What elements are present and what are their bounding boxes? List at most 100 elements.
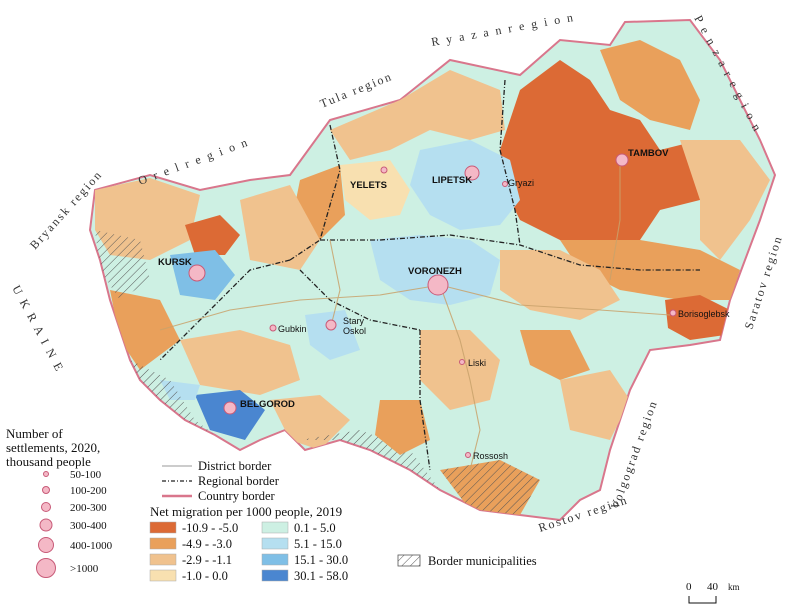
zone-kursk-border-hatch: [95, 230, 150, 300]
migration-swatch-7: [261, 553, 289, 566]
settlement-belgorod: [223, 401, 237, 415]
settlement-liski: [459, 359, 465, 365]
migration-label-3: -2.9 - -1.1: [182, 553, 232, 567]
label-ryazan: R y a z a n r e g i o n: [430, 10, 576, 49]
zone-stary-oskol: [305, 310, 360, 360]
size-label-3: 200-300: [70, 502, 107, 514]
size-symbol-1: [43, 471, 49, 477]
city-labels: TAMBOV LIPETSK YELETS Gryazi KURSK VORON…: [158, 148, 730, 461]
label-ukraine: U K R A I N E: [9, 283, 67, 375]
zone-borisoglebsk: [665, 295, 730, 340]
size-label-4: 300-400: [70, 520, 107, 532]
regional-border-label: Regional border: [198, 474, 280, 488]
migration-swatch-1: [149, 521, 177, 534]
size-label-1: 50-100: [70, 469, 102, 481]
label-orel: O r e l r e g i o n: [136, 135, 251, 188]
size-label-5: 400-1000: [70, 540, 113, 552]
zone-belgorod-north: [180, 330, 300, 395]
settlement-tambov: [615, 153, 629, 167]
settlement-rossosh: [465, 452, 471, 458]
migration-swatch-2: [149, 537, 177, 550]
legend-migration: Net migration per 1000 people, 2019 -10.…: [149, 504, 348, 583]
size-legend-title-2: settlements, 2020,: [6, 440, 100, 455]
legend-borders: District border Regional border Country …: [162, 459, 280, 503]
settlement-stary-oskol: [325, 319, 337, 331]
city-label-borisoglebsk: Borisoglebsk: [678, 309, 730, 319]
size-label-6: >1000: [70, 563, 99, 575]
migration-label-5: 0.1 - 5.0: [294, 521, 336, 535]
zone-tambov-east: [680, 140, 770, 260]
size-label-2: 100-200: [70, 485, 107, 497]
migration-swatch-8: [261, 569, 289, 582]
migration-label-2: -4.9 - -3.0: [182, 537, 232, 551]
zone-lipetsk-north: [330, 70, 505, 160]
zone-belgorod-border-hatch: [130, 360, 215, 435]
migration-swatch-3: [149, 553, 177, 566]
size-symbol-3: [41, 502, 51, 512]
size-legend-title-3: thousand people: [6, 454, 91, 469]
city-label-stary: Stary: [343, 316, 365, 326]
scale-value: 40: [707, 581, 719, 593]
zone-liski: [520, 330, 590, 380]
migration-legend-title: Net migration per 1000 people, 2019: [150, 504, 342, 519]
city-label-gubkin: Gubkin: [278, 324, 307, 334]
scale-line: [688, 596, 717, 604]
zone-kursk-east: [240, 185, 320, 270]
zone-voronezh-southeast: [560, 370, 630, 440]
regional-borders: [159, 79, 700, 471]
migration-label-6: 5.1 - 15.0: [294, 537, 342, 551]
settlement-lipetsk: [464, 165, 480, 181]
settlement-yelets: [380, 166, 388, 174]
migration-label-1: -10.9 - -5.0: [182, 521, 238, 535]
zone-lipetsk-center: [410, 140, 520, 230]
scale-unit: km: [728, 582, 740, 592]
settlements: [188, 153, 677, 458]
migration-label-4: -1.0 - 0.0: [182, 569, 228, 583]
city-label-oskol: Oskol: [343, 326, 366, 336]
size-symbol-6: [36, 558, 56, 578]
zone-yelets: [340, 160, 410, 220]
zone-belgorod-southeast: [375, 400, 430, 455]
legend-border-municipalities: Border municipalities: [397, 554, 537, 568]
country-border-label: Country border: [198, 489, 276, 503]
scale-bar: 0 40 km: [686, 581, 740, 604]
zone-voronezh-south: [420, 330, 500, 410]
size-symbol-4: [39, 518, 53, 532]
zone-voronezh-center: [370, 235, 500, 305]
rivers: [159, 160, 671, 471]
city-label-lipetsk: LIPETSK: [432, 175, 472, 186]
settlement-gubkin: [269, 324, 277, 332]
settlement-voronezh: [427, 274, 449, 296]
migration-label-8: 30.1 - 58.0: [294, 569, 348, 583]
migration-label-7: 15.1 - 30.0: [294, 553, 348, 567]
city-label-yelets: YELETS: [350, 180, 387, 191]
zone-belgorod-city: [195, 390, 265, 440]
settlement-gryazi: [502, 181, 508, 187]
settlement-kursk: [188, 264, 206, 282]
scale-zero: 0: [686, 581, 692, 593]
size-symbol-2: [42, 486, 50, 494]
migration-swatch-5: [261, 521, 289, 534]
city-label-gryazi: Gryazi: [508, 178, 534, 188]
city-label-belgorod: BELGOROD: [240, 399, 295, 410]
city-label-voronezh: VORONEZH: [408, 266, 462, 277]
zone-voronezh-east: [500, 250, 620, 320]
zone-kursk-south: [110, 290, 180, 370]
city-label-liski: Liski: [468, 358, 486, 368]
zone-kursk-north: [185, 215, 240, 255]
settlement-borisoglebsk: [669, 309, 677, 317]
zone-belgorod-border-hatch-2: [300, 430, 440, 490]
border-municipalities-swatch: [397, 554, 421, 567]
city-label-rossosh: Rossosh: [473, 451, 508, 461]
legend-settlement-sizes: Number of settlements, 2020, thousand pe…: [6, 426, 113, 578]
district-border-label: District border: [198, 459, 272, 473]
zone-rossosh-hatch: [440, 460, 540, 515]
migration-swatch-6: [261, 537, 289, 550]
border-municipalities-label: Border municipalities: [428, 554, 537, 568]
study-area: [88, 18, 777, 522]
size-legend-title-1: Number of: [6, 426, 63, 441]
zone-tambov-north: [600, 40, 700, 130]
city-label-tambov: TAMBOV: [628, 148, 669, 159]
migration-swatch-4: [149, 569, 177, 582]
